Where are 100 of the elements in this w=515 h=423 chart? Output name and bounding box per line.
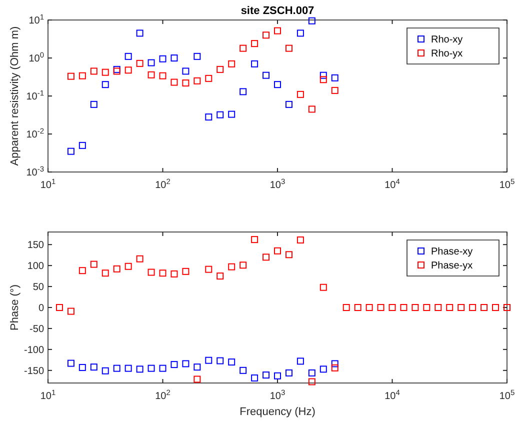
point (320, 76, 327, 84)
point (170, 54, 178, 62)
x-tick-label: 10$^{2}$ (155, 388, 170, 402)
point (262, 32, 270, 39)
point (285, 100, 292, 108)
y-tick-label: 50 (32, 282, 44, 294)
point (136, 255, 144, 262)
point (251, 60, 258, 68)
point (194, 77, 201, 84)
point (228, 263, 236, 270)
chart-title: site ZSCH.007 (240, 5, 314, 17)
point (182, 268, 190, 275)
point (148, 268, 155, 276)
point (240, 262, 247, 269)
point (400, 304, 408, 311)
point (159, 270, 166, 277)
y-tick-label: -150 (24, 366, 44, 377)
point (262, 254, 270, 261)
y-tick-label: -100 (24, 344, 44, 356)
point (377, 304, 384, 311)
point (67, 72, 74, 80)
point (159, 55, 166, 62)
point (148, 71, 155, 78)
point (216, 111, 224, 118)
y-tick-label: 150 (27, 240, 44, 252)
point (205, 266, 212, 273)
x-tick-label: 10$^{4}$ (384, 176, 400, 191)
point (194, 52, 201, 60)
point (262, 72, 270, 79)
point (251, 236, 258, 244)
point (90, 68, 98, 75)
y-tick-label: 0 (38, 303, 44, 314)
point (308, 106, 316, 113)
point (124, 262, 132, 270)
x-tick-label: 10$^{3}$ (270, 388, 286, 402)
point (228, 60, 236, 68)
point (159, 72, 166, 80)
point (296, 236, 304, 244)
point (446, 304, 454, 311)
point (492, 304, 500, 311)
point (480, 304, 488, 311)
point (124, 52, 132, 60)
point (354, 304, 362, 311)
point (205, 74, 212, 82)
y-tick-label: 10$^{0}$ (28, 50, 44, 64)
point (170, 78, 178, 86)
point (216, 66, 224, 73)
y-tick-label: 100 (27, 261, 44, 272)
point (113, 265, 120, 272)
point (296, 90, 304, 98)
legend-label: Phase-yx (431, 260, 473, 272)
point (331, 364, 338, 372)
point (251, 40, 258, 48)
point (78, 267, 86, 274)
point (388, 304, 396, 311)
point (366, 304, 373, 311)
point (170, 270, 178, 278)
point (78, 142, 86, 149)
x-tick-label: 10$^{4}$ (384, 388, 400, 402)
point (504, 304, 510, 311)
point (148, 59, 155, 66)
x-axis-title: Frequency (Hz) (240, 406, 316, 418)
y-tick-label: 10$^{-2}$ (26, 126, 44, 140)
point (458, 304, 465, 311)
point (182, 79, 190, 86)
point (274, 81, 281, 88)
point (194, 376, 201, 383)
point (102, 270, 109, 277)
legend-label: Rho-yx (431, 48, 463, 60)
point (240, 88, 247, 96)
point (90, 260, 98, 268)
point (102, 68, 109, 76)
point (412, 304, 419, 311)
point (423, 304, 430, 311)
legend-label: Phase-xy (431, 246, 473, 258)
point (182, 68, 190, 75)
x-tick-label: 10$^{2}$ (155, 176, 170, 191)
point (342, 304, 350, 311)
point (205, 114, 212, 121)
point (274, 247, 281, 254)
point (285, 44, 292, 52)
point (102, 81, 109, 88)
point (78, 72, 86, 80)
point (469, 304, 476, 311)
point (320, 72, 327, 79)
x-tick-label: 10$^{3}$ (270, 176, 286, 191)
point (434, 304, 442, 311)
point (240, 44, 247, 52)
point (136, 30, 144, 37)
x-tick-label: 10$^{5}$ (499, 388, 515, 402)
point (90, 100, 98, 108)
y-tick-label: 10$^{1}$ (28, 12, 44, 26)
point (67, 308, 74, 315)
y-axis-title: Apparent resistivity (Ohm m) (9, 26, 21, 166)
point (216, 272, 224, 280)
y-tick-label: 10$^{-3}$ (26, 164, 44, 178)
point (67, 148, 74, 155)
point (228, 110, 236, 118)
point (136, 60, 144, 67)
point (331, 74, 338, 82)
